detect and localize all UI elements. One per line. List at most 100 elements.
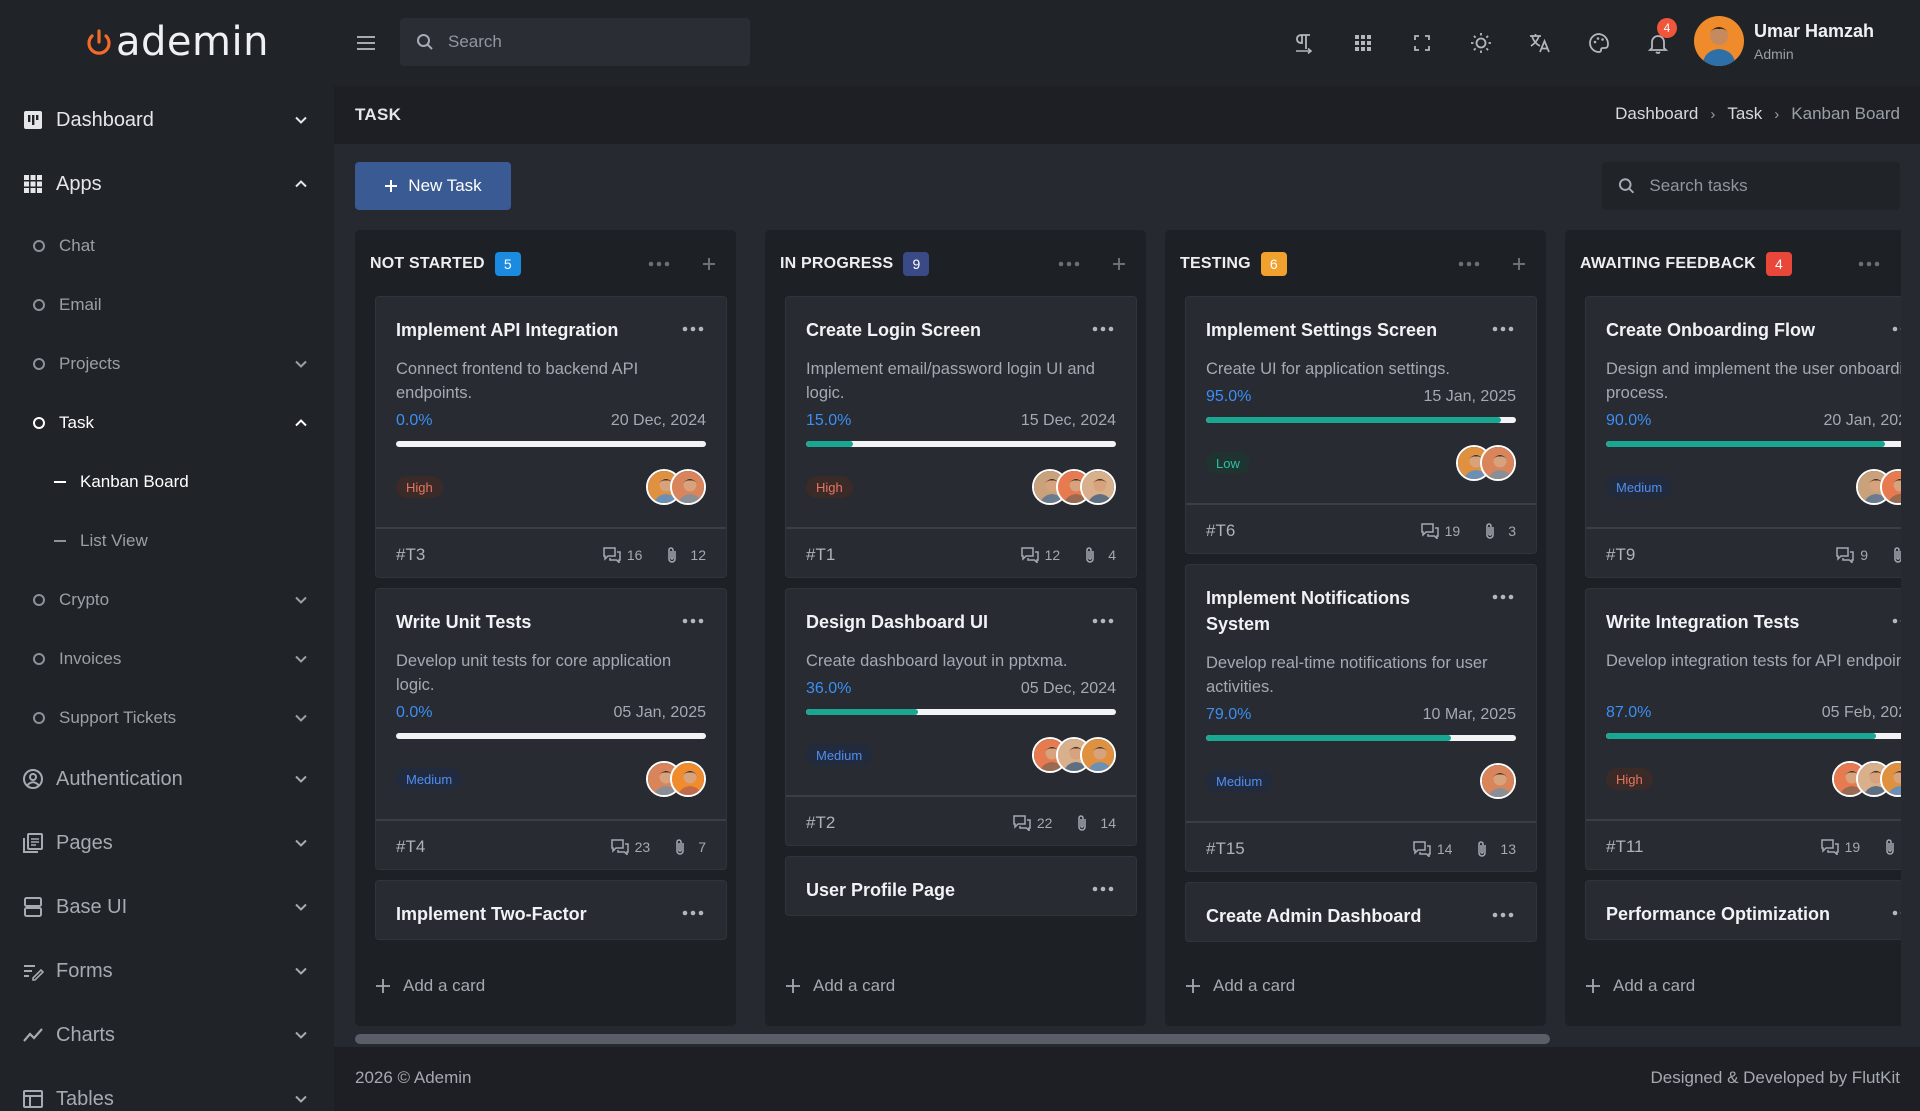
logo-power-icon: [87, 29, 111, 55]
task-card[interactable]: Design Dashboard UI Create dashboard layo…: [785, 588, 1137, 846]
column-actions: [1057, 252, 1131, 276]
sidebar-subitem-email[interactable]: Email: [0, 275, 334, 334]
brand-logo[interactable]: ademin: [84, 14, 269, 70]
board-horizontal-scrollbar[interactable]: [355, 1034, 1887, 1044]
progress-row: 79.0% 10 Mar, 2025: [1206, 705, 1516, 725]
card-more-button[interactable]: [1892, 611, 1901, 631]
add-card-label: Add a card: [1213, 976, 1296, 995]
add-card-button[interactable]: Add a card: [1185, 972, 1295, 1000]
column-card-list: Implement Settings Screen Create UI for a…: [1185, 296, 1537, 960]
card-more-button[interactable]: [1092, 879, 1116, 899]
sidebar-subitem-label: Chat: [59, 235, 95, 255]
more-horizontal-icon: [682, 910, 704, 916]
avatar[interactable]: [1080, 737, 1116, 773]
card-more-button[interactable]: [1892, 903, 1901, 923]
card-more-button[interactable]: [1492, 905, 1516, 925]
column-actions: [1857, 252, 1901, 276]
task-search-input[interactable]: [1649, 176, 1900, 196]
column-card-list: Implement API Integration Connect fronten…: [375, 296, 727, 960]
card-more-button[interactable]: [1092, 319, 1116, 339]
task-card[interactable]: Implement API Integration Connect fronten…: [375, 296, 727, 578]
avatar[interactable]: [1080, 469, 1116, 505]
card-more-button[interactable]: [1492, 587, 1516, 607]
card-more-button[interactable]: [682, 319, 706, 339]
card-footer: #T9 9: [1606, 543, 1901, 567]
card-more-button[interactable]: [682, 611, 706, 631]
rtl-toggle-button[interactable]: [1274, 22, 1333, 64]
column-add-button[interactable]: [697, 252, 721, 276]
user-menu[interactable]: Umar Hamzah Admin: [1694, 16, 1874, 66]
task-card[interactable]: Create Onboarding Flow Design and impleme…: [1585, 296, 1901, 578]
avatar[interactable]: [1480, 763, 1516, 799]
search-input[interactable]: [448, 32, 708, 52]
card-more-button[interactable]: [682, 903, 706, 923]
fullscreen-button[interactable]: [1392, 22, 1451, 64]
add-card-button[interactable]: Add a card: [375, 972, 485, 1000]
comments-count: 9: [1860, 547, 1868, 563]
column-more-button[interactable]: [1457, 252, 1481, 276]
circle-bullet-icon: [33, 239, 45, 252]
due-date: 20 Jan, 2025: [1823, 412, 1901, 429]
sidebar-item-label: Charts: [56, 1023, 115, 1046]
task-title: Performance Optimization: [1606, 904, 1831, 924]
sidebar-item-base-ui[interactable]: Base UI: [0, 875, 334, 939]
customizer-button[interactable]: [1569, 22, 1628, 64]
sidebar-item-authentication[interactable]: Authentication: [0, 747, 334, 811]
column-card-list: Create Login Screen Implement email/passw…: [785, 296, 1137, 960]
task-card[interactable]: Write Integration Tests Develop integrati…: [1585, 588, 1901, 870]
sidebar-subitem-chat[interactable]: Chat: [0, 216, 334, 275]
scrollbar-thumb[interactable]: [355, 1034, 1550, 1044]
language-button[interactable]: [1510, 22, 1569, 64]
avatar[interactable]: [1880, 761, 1901, 797]
hamburger-menu-icon[interactable]: [354, 31, 378, 55]
progress-bar: [1606, 441, 1901, 447]
card-more-button[interactable]: [1492, 319, 1516, 339]
sidebar-subitem-kanban-board[interactable]: Kanban Board: [0, 452, 334, 511]
task-card[interactable]: Implement Notifications System Develop re…: [1185, 564, 1537, 872]
column-add-button[interactable]: [1107, 252, 1131, 276]
task-card[interactable]: Implement Settings Screen Create UI for a…: [1185, 296, 1537, 554]
progress-percent: 0.0%: [396, 412, 433, 429]
avatar[interactable]: [670, 469, 706, 505]
theme-toggle-button[interactable]: [1451, 22, 1510, 64]
apps-grid-icon: [1354, 35, 1371, 51]
breadcrumb-dashboard[interactable]: Dashboard: [1615, 104, 1699, 123]
sidebar-item-charts[interactable]: Charts: [0, 1003, 334, 1067]
task-card[interactable]: Create Login Screen Implement email/passw…: [785, 296, 1137, 578]
sidebar-subitem-crypto[interactable]: Crypto: [0, 570, 334, 629]
new-task-button[interactable]: New Task: [355, 162, 511, 210]
column-add-button[interactable]: [1507, 252, 1531, 276]
task-card[interactable]: Create Admin Dashboard: [1185, 882, 1537, 942]
column-title: IN PROGRESS: [780, 255, 894, 272]
task-card[interactable]: Write Unit Tests Develop unit tests for c…: [375, 588, 727, 870]
sidebar-subitem-support-tickets[interactable]: Support Tickets: [0, 688, 334, 747]
avatar[interactable]: [1480, 445, 1516, 481]
sidebar-subitem-list-view[interactable]: List View: [0, 511, 334, 570]
column-more-button[interactable]: [647, 252, 671, 276]
avatar[interactable]: [670, 761, 706, 797]
breadcrumb-task[interactable]: Task: [1727, 104, 1763, 123]
sidebar-item-forms[interactable]: Forms: [0, 939, 334, 1003]
card-more-button[interactable]: [1092, 611, 1116, 631]
column-more-button[interactable]: [1057, 252, 1081, 276]
task-card[interactable]: Performance Optimization: [1585, 880, 1901, 940]
task-id: #T6: [1206, 521, 1236, 540]
sidebar-item-pages[interactable]: Pages: [0, 811, 334, 875]
apps-button[interactable]: [1333, 22, 1392, 64]
sidebar-subitem-invoices[interactable]: Invoices: [0, 629, 334, 688]
sidebar-item-dashboard[interactable]: Dashboard: [0, 88, 334, 152]
sidebar-item-apps[interactable]: Apps: [0, 152, 334, 216]
add-card-button[interactable]: Add a card: [1585, 972, 1695, 1000]
task-card[interactable]: User Profile Page: [785, 856, 1137, 916]
card-divider: [786, 527, 1136, 529]
task-card[interactable]: Implement Two-Factor: [375, 880, 727, 940]
sidebar-item-tables[interactable]: Tables: [0, 1067, 334, 1111]
sidebar-subitem-task[interactable]: Task: [0, 393, 334, 452]
notifications-button[interactable]: 4: [1628, 18, 1687, 64]
column-more-button[interactable]: [1857, 252, 1881, 276]
new-task-label: New Task: [408, 176, 482, 195]
topbar: 4 Umar Hamzah Admin: [334, 0, 1920, 86]
card-more-button[interactable]: [1892, 319, 1901, 339]
sidebar-subitem-projects[interactable]: Projects: [0, 334, 334, 393]
add-card-button[interactable]: Add a card: [785, 972, 895, 1000]
